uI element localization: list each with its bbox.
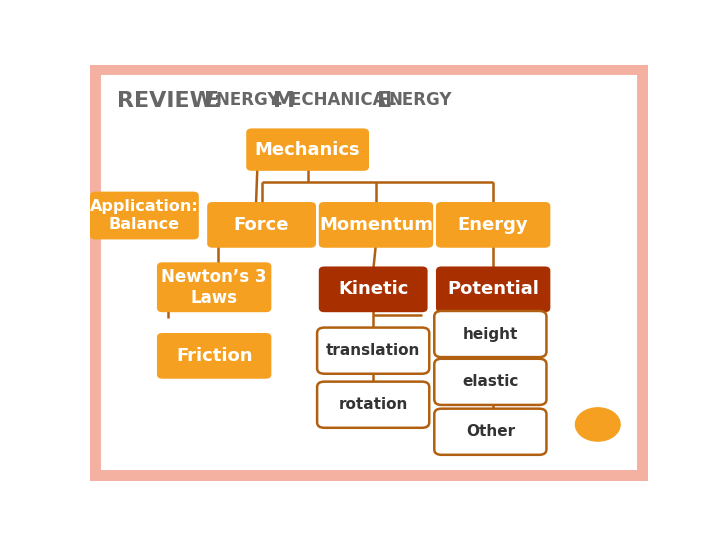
FancyBboxPatch shape	[157, 333, 271, 379]
Text: Momentum: Momentum	[319, 216, 433, 234]
Text: Kinetic: Kinetic	[338, 280, 408, 298]
FancyBboxPatch shape	[434, 359, 546, 405]
Text: height: height	[463, 327, 518, 341]
Text: NERGY: NERGY	[388, 91, 451, 109]
Text: ECHANICAL: ECHANICAL	[290, 91, 402, 109]
FancyBboxPatch shape	[246, 129, 369, 171]
FancyBboxPatch shape	[207, 202, 316, 248]
Text: Potential: Potential	[447, 280, 539, 298]
Circle shape	[575, 408, 620, 441]
Text: elastic: elastic	[462, 374, 518, 389]
Text: translation: translation	[326, 343, 420, 358]
Text: rotation: rotation	[338, 397, 408, 412]
FancyBboxPatch shape	[317, 328, 429, 374]
FancyBboxPatch shape	[434, 311, 546, 357]
FancyBboxPatch shape	[90, 192, 199, 239]
Text: E: E	[377, 91, 392, 111]
Text: Energy: Energy	[458, 216, 528, 234]
Text: NERGY.: NERGY.	[216, 91, 289, 109]
Text: Friction: Friction	[176, 347, 253, 365]
FancyBboxPatch shape	[94, 68, 644, 477]
Text: Other: Other	[466, 424, 515, 439]
Text: Mechanics: Mechanics	[255, 140, 361, 159]
FancyBboxPatch shape	[319, 202, 433, 248]
FancyBboxPatch shape	[319, 266, 428, 312]
FancyBboxPatch shape	[436, 266, 550, 312]
FancyBboxPatch shape	[157, 262, 271, 312]
FancyBboxPatch shape	[434, 409, 546, 455]
Text: Force: Force	[234, 216, 289, 234]
Text: M: M	[273, 91, 294, 111]
Text: Newton’s 3
Laws: Newton’s 3 Laws	[161, 268, 267, 307]
Text: E: E	[204, 91, 220, 111]
Text: REVIEW:: REVIEW:	[117, 91, 230, 111]
Text: Application:
Balance: Application: Balance	[90, 199, 199, 232]
FancyBboxPatch shape	[317, 382, 429, 428]
FancyBboxPatch shape	[436, 202, 550, 248]
